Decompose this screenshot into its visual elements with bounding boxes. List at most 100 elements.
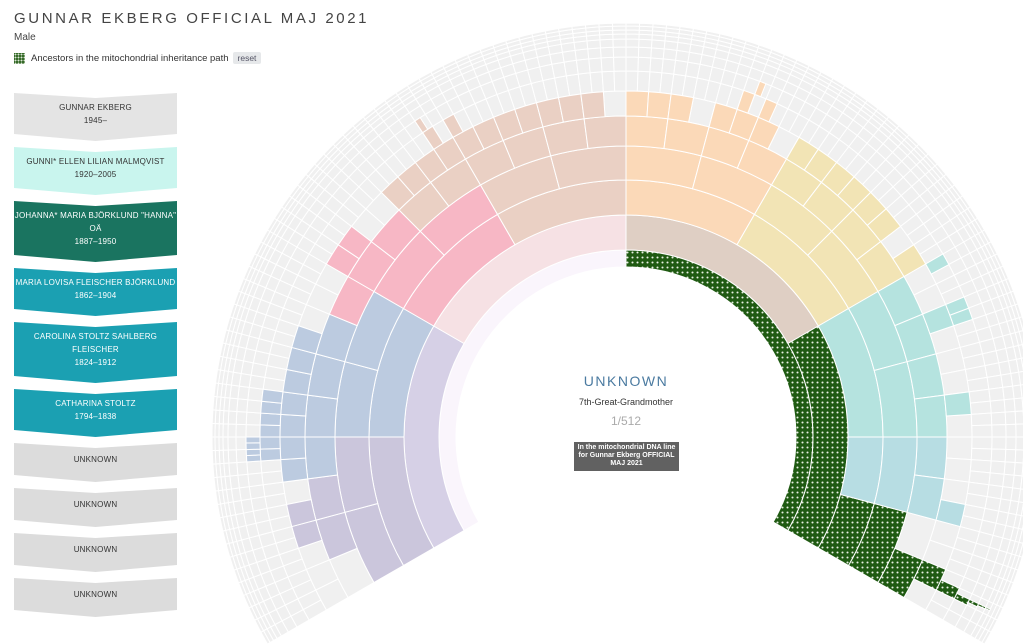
empty-ancestor-cell[interactable]	[1013, 461, 1023, 477]
empty-ancestor-cell[interactable]	[970, 412, 993, 427]
empty-ancestor-cell[interactable]	[589, 71, 604, 94]
empty-ancestor-cell[interactable]	[981, 630, 992, 644]
empty-ancestor-cell[interactable]	[237, 385, 250, 401]
empty-ancestor-cell[interactable]	[625, 70, 639, 92]
empty-ancestor-cell[interactable]	[227, 436, 237, 451]
ancestor-cell[interactable]	[906, 474, 945, 521]
empty-ancestor-cell[interactable]	[613, 56, 627, 72]
ancestor-cell[interactable]	[625, 115, 669, 150]
empty-ancestor-cell[interactable]	[971, 436, 993, 450]
empty-ancestor-cell[interactable]	[988, 472, 1005, 488]
empty-ancestor-cell[interactable]	[211, 409, 217, 425]
lineage-card[interactable]: JOHANNA* MARIA BJÖRKLUND "HANNA" OÄ 1887–…	[14, 201, 177, 262]
empty-ancestor-cell[interactable]	[236, 461, 249, 476]
empty-ancestor-cell[interactable]	[625, 56, 639, 72]
empty-ancestor-cell[interactable]	[945, 436, 973, 461]
empty-ancestor-cell[interactable]	[969, 400, 992, 415]
empty-ancestor-cell[interactable]	[991, 436, 1007, 450]
empty-ancestor-cell[interactable]	[245, 424, 261, 438]
ancestor-cell[interactable]	[245, 436, 261, 444]
ancestor-cell[interactable]	[583, 115, 627, 150]
empty-ancestor-cell[interactable]	[1014, 449, 1023, 464]
empty-ancestor-cell[interactable]	[584, 23, 600, 29]
empty-ancestor-cell[interactable]	[236, 398, 249, 413]
empty-ancestor-cell[interactable]	[986, 374, 1004, 390]
lineage-card[interactable]: UNKNOWN	[14, 488, 177, 527]
empty-ancestor-cell[interactable]	[625, 46, 640, 58]
empty-ancestor-cell[interactable]	[1015, 436, 1023, 451]
empty-ancestor-cell[interactable]	[599, 46, 615, 59]
empty-ancestor-cell[interactable]	[246, 460, 263, 475]
empty-ancestor-cell[interactable]	[1005, 436, 1017, 451]
ancestor-cell[interactable]	[259, 424, 281, 438]
empty-ancestor-cell[interactable]	[625, 22, 641, 27]
empty-ancestor-cell[interactable]	[649, 57, 664, 74]
ancestor-cell[interactable]	[757, 98, 778, 123]
empty-ancestor-cell[interactable]	[237, 473, 250, 489]
lineage-card[interactable]: MARIA LOVISA FLEISCHER BJÖRKLUND 1862–190…	[14, 268, 177, 316]
empty-ancestor-cell[interactable]	[1002, 385, 1015, 401]
empty-ancestor-cell[interactable]	[211, 422, 216, 438]
empty-ancestor-cell[interactable]	[625, 33, 640, 40]
ancestor-cell[interactable]	[279, 413, 307, 438]
ancestor-cell[interactable]	[949, 307, 974, 327]
empty-ancestor-cell[interactable]	[246, 399, 263, 414]
ancestor-cell[interactable]	[580, 91, 606, 120]
ancestor-cell[interactable]	[280, 457, 309, 483]
ancestor-cell[interactable]	[259, 436, 281, 450]
ancestor-cell[interactable]	[736, 89, 756, 114]
empty-ancestor-cell[interactable]	[247, 386, 264, 402]
ancestor-cell[interactable]	[261, 388, 284, 404]
empty-ancestor-cell[interactable]	[227, 410, 238, 425]
empty-ancestor-cell[interactable]	[612, 33, 627, 40]
empty-ancestor-cell[interactable]	[235, 410, 248, 426]
mitochondrial-ancestor-cell[interactable]	[847, 502, 908, 584]
lineage-card[interactable]: CAROLINA STOLTZ SAHLBERG FLEISCHER 1824–1…	[14, 322, 177, 383]
empty-ancestor-cell[interactable]	[599, 38, 614, 49]
empty-ancestor-cell[interactable]	[652, 23, 668, 29]
ancestor-cell[interactable]	[291, 325, 323, 355]
empty-ancestor-cell[interactable]	[1018, 316, 1023, 332]
empty-ancestor-cell[interactable]	[222, 436, 229, 451]
ancestor-cell[interactable]	[442, 113, 464, 139]
mitochondrial-ancestor-cell[interactable]	[984, 606, 992, 612]
empty-ancestor-cell[interactable]	[212, 463, 218, 479]
empty-ancestor-cell[interactable]	[1004, 410, 1017, 426]
empty-ancestor-cell[interactable]	[970, 447, 993, 462]
empty-ancestor-cell[interactable]	[588, 57, 603, 74]
empty-ancestor-cell[interactable]	[611, 22, 627, 27]
empty-ancestor-cell[interactable]	[1014, 410, 1023, 425]
mitochondrial-ancestor-cell[interactable]	[913, 559, 947, 591]
empty-ancestor-cell[interactable]	[227, 423, 237, 438]
empty-ancestor-cell[interactable]	[625, 38, 640, 48]
empty-ancestor-cell[interactable]	[598, 22, 614, 28]
empty-ancestor-cell[interactable]	[211, 436, 216, 452]
empty-ancestor-cell[interactable]	[587, 47, 602, 60]
empty-ancestor-cell[interactable]	[601, 70, 616, 93]
ancestor-cell[interactable]	[924, 253, 950, 275]
empty-ancestor-cell[interactable]	[989, 399, 1006, 414]
ancestor-cell[interactable]	[943, 391, 972, 417]
ancestor-cell[interactable]	[557, 93, 585, 123]
empty-ancestor-cell[interactable]	[563, 59, 579, 77]
ancestor-cell[interactable]	[245, 442, 261, 451]
empty-ancestor-cell[interactable]	[989, 460, 1006, 475]
empty-ancestor-cell[interactable]	[662, 48, 678, 61]
empty-ancestor-cell[interactable]	[602, 90, 627, 118]
empty-ancestor-cell[interactable]	[248, 484, 266, 500]
ancestor-cell[interactable]	[935, 499, 966, 528]
empty-ancestor-cell[interactable]	[971, 424, 993, 438]
mitochondrial-ancestor-cell[interactable]	[935, 579, 960, 600]
ancestor-cell[interactable]	[304, 436, 339, 480]
empty-ancestor-cell[interactable]	[1003, 461, 1016, 476]
empty-ancestor-cell[interactable]	[638, 22, 654, 28]
empty-ancestor-cell[interactable]	[1005, 423, 1017, 438]
empty-ancestor-cell[interactable]	[650, 47, 665, 60]
ancestor-cell[interactable]	[646, 91, 672, 120]
ancestor-cell[interactable]	[625, 90, 650, 118]
ancestor-cell[interactable]	[873, 436, 918, 513]
empty-ancestor-cell[interactable]	[235, 448, 248, 464]
empty-ancestor-cell[interactable]	[211, 449, 217, 465]
empty-ancestor-cell[interactable]	[222, 423, 229, 438]
empty-ancestor-cell[interactable]	[235, 436, 247, 451]
